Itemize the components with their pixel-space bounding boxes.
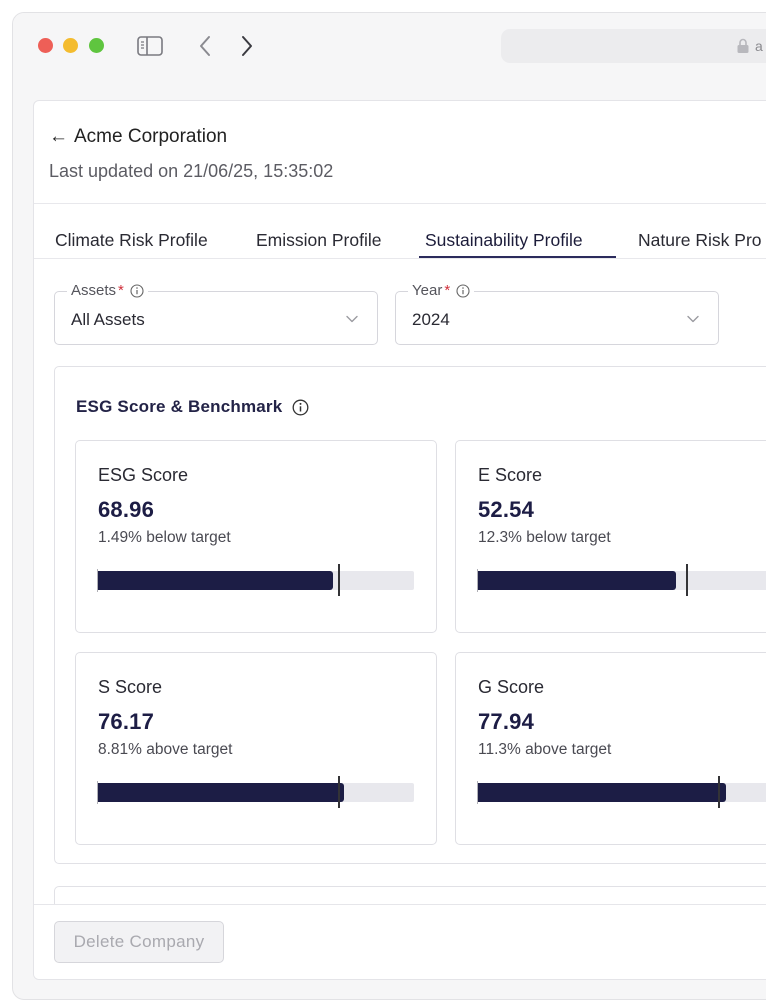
tab-climate-risk-profile[interactable]: Climate Risk Profile (55, 230, 208, 250)
score-bar-fill (97, 571, 334, 590)
card-target-note: 12.3% below target (478, 529, 611, 546)
back-to-companies-link[interactable]: ← Acme Corporation (49, 126, 227, 148)
card-target-note: 1.49% below target (98, 529, 231, 546)
tab-nature-risk-profile[interactable]: Nature Risk Pro (638, 230, 762, 250)
card-score-value: 68.96 (98, 497, 155, 522)
year-label: Year * (408, 282, 475, 299)
chevron-down-icon (346, 315, 358, 323)
score-bar-track (477, 564, 766, 596)
esg-score-card: ESG Score 68.96 1.49% below target (75, 440, 437, 633)
last-updated-text: Last updated on 21/06/25, 15:35:02 (49, 161, 334, 181)
card-score-value: 77.94 (478, 709, 535, 734)
score-bar-baseline (97, 781, 98, 804)
back-arrow-icon: ← (49, 126, 68, 147)
card-title: S Score (98, 677, 163, 697)
target-marker (717, 776, 720, 808)
assets-label: Assets * (67, 282, 148, 299)
delete-company-button[interactable]: Delete Company (54, 921, 224, 963)
esg-score-benchmark-panel: ESG Score & Benchmark ESG Score 68.96 1.… (54, 366, 766, 864)
sidebar-toggle-icon[interactable] (137, 33, 163, 59)
info-icon[interactable] (456, 283, 470, 298)
tab-sustainability-profile[interactable]: Sustainability Profile (425, 230, 583, 250)
address-bar[interactable]: a (501, 29, 766, 63)
close-window-button[interactable] (38, 38, 53, 53)
esg-section-title: ESG Score & Benchmark (76, 397, 309, 417)
lock-icon (736, 38, 750, 54)
target-marker (337, 564, 340, 596)
info-icon[interactable] (292, 399, 309, 416)
browser-window: a ← Acme Corporation Last updated on 21/… (12, 12, 766, 1000)
s-score-card: S Score 76.17 8.81% above target (75, 652, 437, 845)
card-target-note: 8.81% above target (98, 741, 233, 758)
target-marker (337, 776, 340, 808)
card-title: G Score (478, 677, 545, 697)
address-url: a (755, 38, 763, 54)
card-score-value: 52.54 (478, 497, 535, 522)
card-title: E Score (478, 465, 543, 485)
card-score-value: 76.17 (98, 709, 155, 734)
assets-value: All Assets (71, 310, 145, 329)
score-bar-track (477, 776, 766, 808)
company-name: Acme Corporation (74, 126, 228, 147)
target-marker (685, 564, 688, 596)
card-target-note: 11.3% above target (478, 741, 612, 758)
year-select[interactable]: Year * 2024 (395, 282, 719, 345)
browser-titlebar: a (13, 13, 766, 80)
score-bar-fill (477, 783, 726, 802)
assets-select[interactable]: Assets * All Assets (54, 282, 378, 345)
card-title: ESG Score (98, 465, 189, 485)
browser-forward-icon[interactable] (233, 33, 259, 59)
year-value: 2024 (412, 310, 450, 329)
score-bar-fill (477, 571, 676, 590)
maximize-window-button[interactable] (89, 38, 104, 53)
page-footer: Delete Company (34, 904, 766, 979)
score-bar-fill (97, 783, 344, 802)
minimize-window-button[interactable] (63, 38, 78, 53)
score-bar-baseline (97, 569, 98, 592)
e-score-card: E Score 52.54 12.3% below target (455, 440, 766, 633)
browser-back-icon[interactable] (193, 33, 219, 59)
g-score-card: G Score 77.94 11.3% above target (455, 652, 766, 845)
company-page: ← Acme Corporation Last updated on 21/06… (33, 100, 766, 980)
score-bar-baseline (477, 569, 478, 592)
score-bar-track (97, 776, 414, 808)
info-icon[interactable] (130, 283, 144, 298)
active-tab-indicator (419, 256, 616, 258)
profile-tabs: Climate Risk Profile Emission Profile Su… (34, 203, 766, 259)
chevron-down-icon (687, 315, 699, 323)
score-bar-baseline (477, 781, 478, 804)
tab-emission-profile[interactable]: Emission Profile (256, 230, 382, 250)
score-bar-track (97, 564, 414, 596)
